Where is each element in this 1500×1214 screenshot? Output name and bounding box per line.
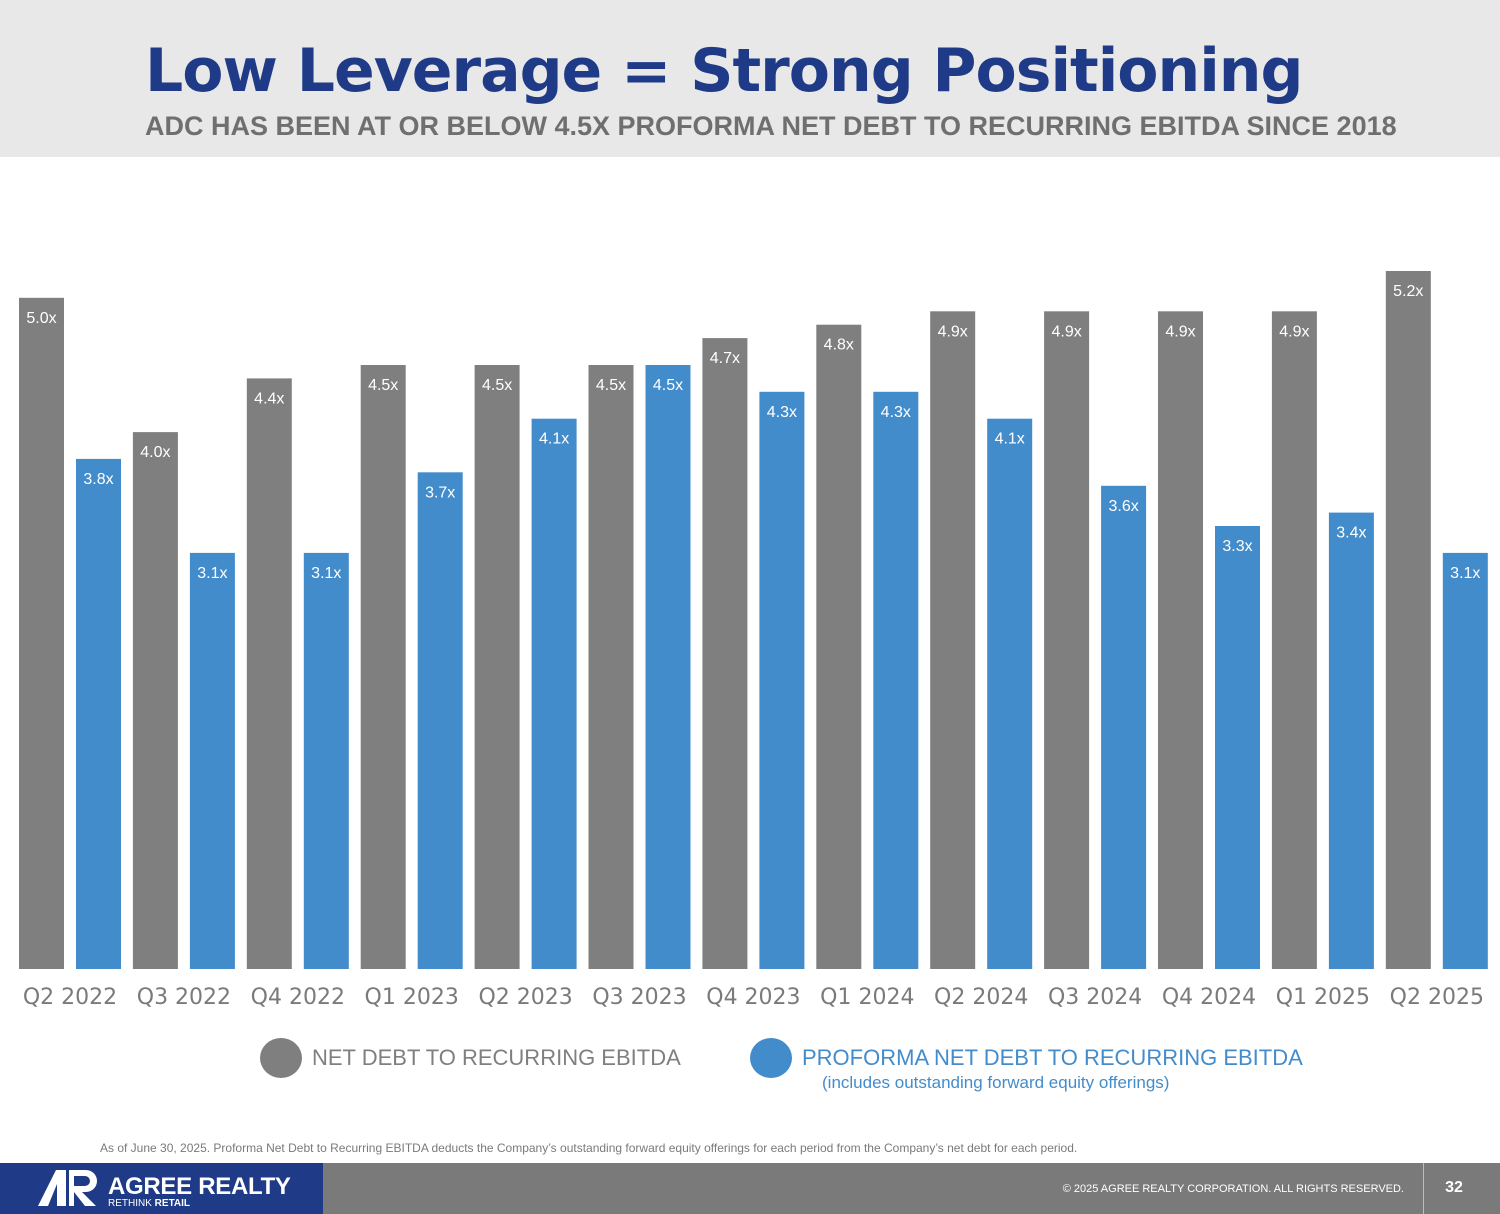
bar-net-debt-12 [1385, 271, 1431, 969]
bar-proforma-5 [645, 365, 691, 969]
data-label-proforma-1: 3.1x [197, 565, 227, 582]
data-label-proforma-2: 3.1x [311, 565, 341, 582]
data-label-net-debt-2: 4.4x [254, 390, 284, 407]
data-label-net-debt-11: 4.9x [1279, 323, 1309, 340]
x-tick-label-1: Q3 2022 [137, 985, 231, 1010]
data-label-proforma-12: 3.1x [1450, 565, 1480, 582]
leverage-bar-chart: 5.0x 3.8x Q2 2022 4.0x 3.1x Q3 2022 4.4x 3.1x Q4… [19, 271, 1488, 1010]
bar-net-debt-2 [246, 378, 292, 969]
data-label-net-debt-8: 4.9x [938, 323, 968, 340]
data-label-net-debt-0: 5.0x [26, 310, 56, 327]
x-tick-label-6: Q4 2023 [706, 985, 800, 1010]
x-tick-label-2: Q4 2022 [251, 985, 345, 1010]
legend-note-proforma: (includes outstanding forward equity off… [822, 1073, 1170, 1092]
bar-net-debt-8 [930, 311, 976, 969]
page-subtitle: ADC HAS BEEN AT OR BELOW 4.5X PROFORMA N… [145, 111, 1397, 141]
bar-net-debt-7 [816, 324, 862, 969]
data-label-net-debt-4: 4.5x [482, 377, 512, 394]
data-label-net-debt-6: 4.7x [710, 350, 740, 367]
bar-proforma-0 [76, 458, 121, 969]
data-label-proforma-0: 3.8x [83, 471, 113, 488]
legend-swatch-net-debt [260, 1038, 302, 1078]
x-tick-label-8: Q2 2024 [934, 985, 1028, 1010]
x-tick-label-10: Q4 2024 [1162, 985, 1256, 1010]
bar-net-debt-11 [1271, 311, 1317, 969]
bar-proforma-7 [873, 391, 919, 969]
x-tick-label-5: Q3 2023 [592, 985, 686, 1010]
copyright-notice: © 2025 AGREE REALTY CORPORATION. ALL RIG… [1062, 1183, 1404, 1195]
bar-net-debt-9 [1044, 311, 1090, 969]
data-label-proforma-8: 4.1x [995, 431, 1025, 448]
x-tick-label-9: Q3 2024 [1048, 985, 1142, 1010]
data-label-net-debt-12: 5.2x [1393, 283, 1423, 300]
data-label-net-debt-9: 4.9x [1051, 323, 1081, 340]
x-tick-label-11: Q1 2025 [1276, 985, 1370, 1010]
legend-swatch-proforma [750, 1038, 792, 1078]
page-title: Low Leverage = Strong Positioning [145, 36, 1303, 106]
page-number-divider [1423, 1163, 1424, 1214]
data-label-proforma-6: 4.3x [767, 404, 797, 421]
bar-net-debt-5 [588, 365, 634, 969]
bar-proforma-12 [1442, 552, 1488, 969]
brand-name: AGREE REALTY [108, 1173, 291, 1200]
data-label-net-debt-1: 4.0x [140, 444, 170, 461]
data-label-proforma-5: 4.5x [653, 377, 683, 394]
x-tick-label-3: Q1 2023 [365, 985, 459, 1010]
bar-proforma-8 [987, 418, 1033, 969]
data-label-proforma-4: 4.1x [539, 431, 569, 448]
data-label-proforma-11: 3.4x [1336, 525, 1366, 542]
bar-proforma-9 [1101, 485, 1147, 969]
data-label-proforma-7: 4.3x [881, 404, 911, 421]
bar-net-debt-0 [19, 297, 64, 969]
x-tick-label-7: Q1 2024 [820, 985, 914, 1010]
bar-proforma-2 [303, 552, 349, 969]
bar-net-debt-1 [132, 432, 178, 970]
bar-proforma-10 [1215, 526, 1260, 969]
bar-proforma-11 [1328, 512, 1374, 969]
legend-label-proforma: PROFORMA NET DEBT TO RECURRING EBITDA [802, 1045, 1303, 1070]
footnote: As of June 30, 2025. Proforma Net Debt t… [100, 1141, 1078, 1155]
data-label-net-debt-10: 4.9x [1165, 323, 1195, 340]
legend-label-net-debt: NET DEBT TO RECURRING EBITDA [312, 1045, 681, 1070]
bar-proforma-6 [759, 391, 805, 969]
bar-net-debt-4 [474, 365, 520, 969]
bar-proforma-4 [531, 418, 577, 969]
bar-proforma-3 [417, 472, 463, 969]
footer-bar: AGREE REALTY RETHINK RETAIL © 2025 AGREE… [0, 1163, 1500, 1214]
data-label-net-debt-5: 4.5x [596, 377, 626, 394]
bar-proforma-1 [189, 552, 235, 969]
header-band: Low Leverage = Strong Positioning ADC HA… [0, 0, 1500, 157]
data-label-proforma-9: 3.6x [1108, 498, 1138, 515]
bar-net-debt-10 [1158, 311, 1203, 969]
bar-net-debt-3 [360, 365, 406, 969]
data-label-proforma-10: 3.3x [1222, 538, 1252, 555]
x-tick-label-12: Q2 2025 [1390, 985, 1484, 1010]
data-label-net-debt-3: 4.5x [368, 377, 398, 394]
brand-block: AGREE REALTY RETHINK RETAIL [0, 1163, 323, 1214]
page-number: 32 [1445, 1179, 1463, 1196]
x-tick-label-4: Q2 2023 [478, 985, 572, 1010]
data-label-proforma-3: 3.7x [425, 484, 455, 501]
bar-net-debt-6 [702, 338, 748, 970]
data-label-net-debt-7: 4.8x [824, 337, 854, 354]
brand-tagline: RETHINK RETAIL [108, 1198, 191, 1209]
x-tick-label-0: Q2 2022 [23, 985, 117, 1010]
agree-realty-logo-icon [38, 1170, 97, 1206]
